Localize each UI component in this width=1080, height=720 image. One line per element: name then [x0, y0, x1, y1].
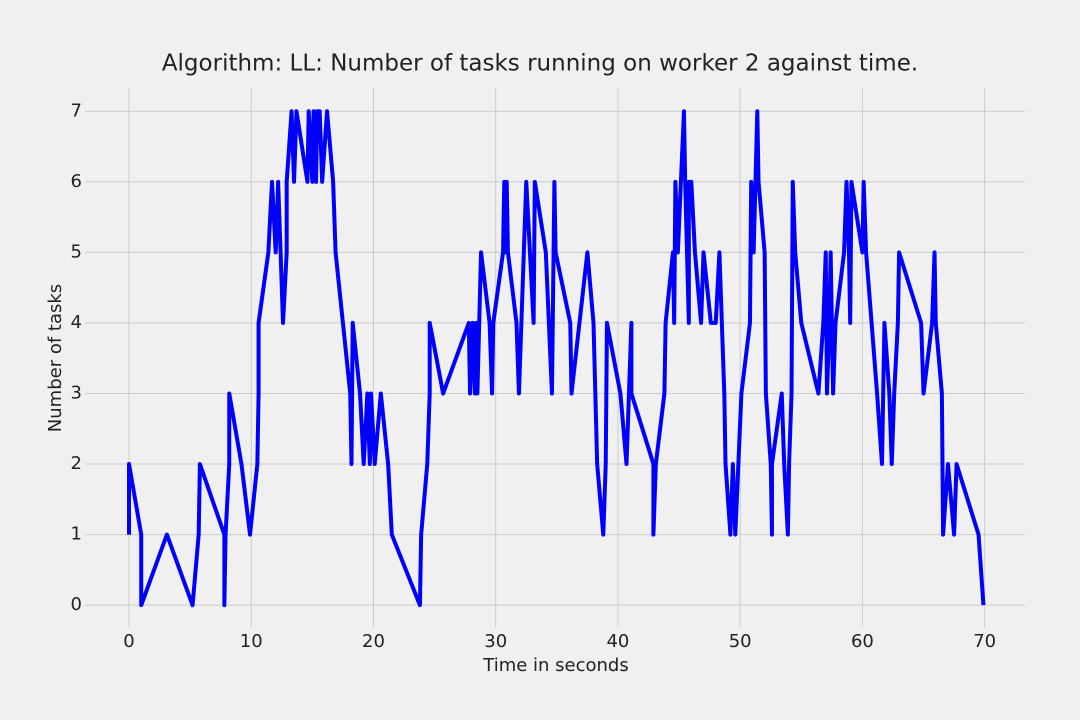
x-tick-label: 30 [484, 631, 507, 652]
x-tick-label: 50 [729, 631, 752, 652]
y-tick-label: 5 [71, 241, 82, 262]
x-axis-label: Time in seconds [482, 655, 628, 676]
x-tick-label: 0 [123, 631, 134, 652]
y-tick-label: 7 [71, 100, 82, 121]
x-tick-label: 60 [851, 631, 874, 652]
y-tick-label: 4 [71, 312, 82, 333]
x-tick-label: 20 [362, 631, 385, 652]
y-tick-label: 0 [71, 594, 82, 615]
x-tick-label: 10 [240, 631, 263, 652]
y-axis-label: Number of tasks [45, 284, 66, 432]
y-tick-label: 2 [71, 453, 82, 474]
x-tick-label: 40 [606, 631, 629, 652]
y-tick-label: 6 [71, 171, 82, 192]
data-line [127, 109, 986, 608]
chart-title: Algorithm: LL: Number of tasks running o… [162, 51, 918, 77]
y-tick-label: 1 [71, 524, 82, 545]
y-tick-label: 3 [71, 382, 82, 403]
x-tick-label: 70 [973, 631, 996, 652]
